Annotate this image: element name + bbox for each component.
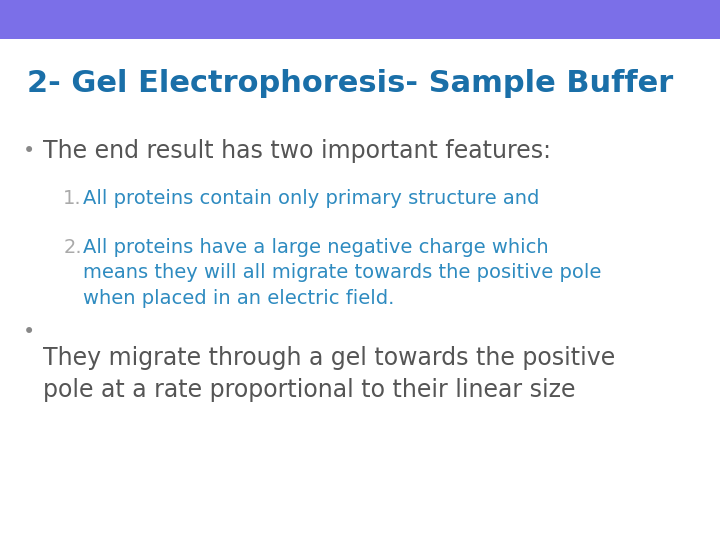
Text: 2.: 2.	[63, 238, 82, 256]
Text: The end result has two important features:: The end result has two important feature…	[43, 139, 552, 163]
Text: 2- Gel Electrophoresis- Sample Buffer: 2- Gel Electrophoresis- Sample Buffer	[27, 69, 674, 98]
Bar	[0, 0, 720, 39]
Text: 1.: 1.	[63, 189, 82, 208]
Text: •: •	[23, 322, 35, 342]
Text: •: •	[23, 141, 35, 161]
Text: All proteins have a large negative charge which
means they will all migrate towa: All proteins have a large negative charg…	[83, 238, 601, 308]
Text: They migrate through a gel towards the positive
pole at a rate proportional to t: They migrate through a gel towards the p…	[43, 346, 616, 402]
Text: All proteins contain only primary structure and: All proteins contain only primary struct…	[83, 189, 539, 208]
